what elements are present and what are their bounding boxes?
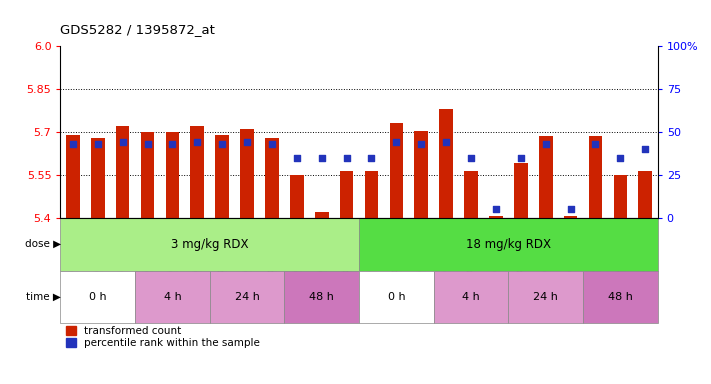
Text: 18 mg/kg RDX: 18 mg/kg RDX xyxy=(466,238,551,251)
Bar xyxy=(539,136,552,218)
Bar xyxy=(60,218,359,271)
Text: dose ▶: dose ▶ xyxy=(25,239,61,249)
Bar xyxy=(439,109,453,218)
Text: 4 h: 4 h xyxy=(462,292,480,302)
Bar xyxy=(365,170,378,218)
Point xyxy=(365,155,377,161)
Point xyxy=(67,141,78,147)
Point xyxy=(92,141,104,147)
Bar xyxy=(638,170,652,218)
Point xyxy=(166,141,178,147)
Bar xyxy=(583,271,658,323)
Bar xyxy=(265,138,279,218)
Bar xyxy=(191,126,204,218)
Bar xyxy=(284,271,359,323)
Point xyxy=(515,155,526,161)
Point xyxy=(216,141,228,147)
Text: 3 mg/kg RDX: 3 mg/kg RDX xyxy=(171,238,249,251)
Bar xyxy=(434,271,508,323)
Point xyxy=(292,155,303,161)
Bar xyxy=(340,170,353,218)
Point xyxy=(465,155,476,161)
Bar xyxy=(315,212,328,218)
Point xyxy=(440,139,452,145)
Point xyxy=(589,141,601,147)
Point xyxy=(141,141,154,147)
Point xyxy=(565,206,576,212)
Point xyxy=(639,146,651,152)
Bar xyxy=(141,132,154,218)
Bar xyxy=(614,175,627,218)
Bar xyxy=(489,216,503,218)
Bar xyxy=(166,132,179,218)
Point xyxy=(316,155,327,161)
Point xyxy=(614,155,626,161)
Point xyxy=(266,141,277,147)
Bar xyxy=(359,218,658,271)
Bar xyxy=(240,129,254,218)
Point xyxy=(117,139,128,145)
Bar xyxy=(508,271,583,323)
Text: 24 h: 24 h xyxy=(235,292,260,302)
Point xyxy=(191,139,203,145)
Point xyxy=(241,139,253,145)
Bar xyxy=(210,271,284,323)
Bar xyxy=(464,170,478,218)
Text: 0 h: 0 h xyxy=(387,292,405,302)
Legend: transformed count, percentile rank within the sample: transformed count, percentile rank withi… xyxy=(65,326,260,348)
Text: GDS5282 / 1395872_at: GDS5282 / 1395872_at xyxy=(60,23,215,36)
Bar xyxy=(564,216,577,218)
Bar xyxy=(135,271,210,323)
Bar xyxy=(390,123,403,218)
Text: 0 h: 0 h xyxy=(89,292,107,302)
Point xyxy=(490,206,501,212)
Bar xyxy=(116,126,129,218)
Bar xyxy=(66,135,80,218)
Point xyxy=(391,139,402,145)
Point xyxy=(415,141,427,147)
Bar xyxy=(359,271,434,323)
Text: 4 h: 4 h xyxy=(164,292,181,302)
Bar xyxy=(91,138,105,218)
Point xyxy=(341,155,352,161)
Text: time ▶: time ▶ xyxy=(26,292,61,302)
Bar xyxy=(215,135,229,218)
Text: 48 h: 48 h xyxy=(608,292,633,302)
Bar xyxy=(60,271,135,323)
Bar xyxy=(514,164,528,218)
Point xyxy=(540,141,551,147)
Text: 24 h: 24 h xyxy=(533,292,558,302)
Bar xyxy=(415,131,428,218)
Bar xyxy=(589,136,602,218)
Text: 48 h: 48 h xyxy=(309,292,334,302)
Bar xyxy=(290,175,304,218)
